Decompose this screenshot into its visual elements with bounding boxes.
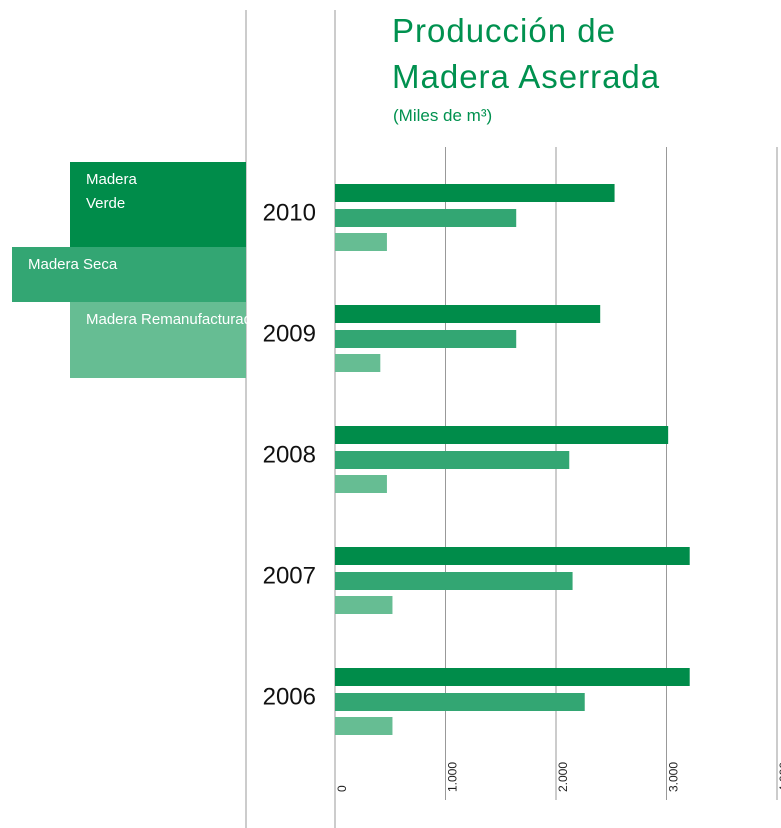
bar <box>335 426 669 444</box>
bar <box>335 451 570 469</box>
x-tick-label: 3.000 <box>667 762 681 792</box>
bar <box>335 233 387 251</box>
bar <box>335 596 393 614</box>
bar <box>335 475 387 493</box>
y-tick-label: 2006 <box>263 683 316 710</box>
bar <box>335 209 517 227</box>
bar <box>335 572 573 590</box>
legend-swatch <box>12 247 246 302</box>
x-tick-label: 0 <box>335 785 349 792</box>
legend-swatch <box>70 302 246 378</box>
bar <box>335 305 601 323</box>
y-tick-label: 2010 <box>263 199 316 226</box>
legend-swatch <box>70 162 246 247</box>
bar <box>335 668 690 686</box>
legend-label: Madera Seca <box>28 256 118 273</box>
bar <box>335 717 393 735</box>
x-tick-label: 2.000 <box>556 762 570 792</box>
chart-title: Producción de Madera Aserrada <box>392 12 661 95</box>
y-tick-label: 2007 <box>263 562 316 589</box>
bar <box>335 184 615 202</box>
bar <box>335 330 517 348</box>
x-tick-label: 1.000 <box>446 762 460 792</box>
legend-label: Madera Remanufacturada <box>86 311 261 328</box>
y-tick-label: 2008 <box>263 441 316 468</box>
y-tick-label: 2009 <box>263 320 316 347</box>
bar <box>335 547 690 565</box>
x-tick-label: 4.000 <box>777 762 781 792</box>
bar <box>335 693 585 711</box>
bar <box>335 354 381 372</box>
chart-subtitle: (Miles de m³) <box>393 106 493 125</box>
legend-label: Madera Verde <box>86 171 137 212</box>
